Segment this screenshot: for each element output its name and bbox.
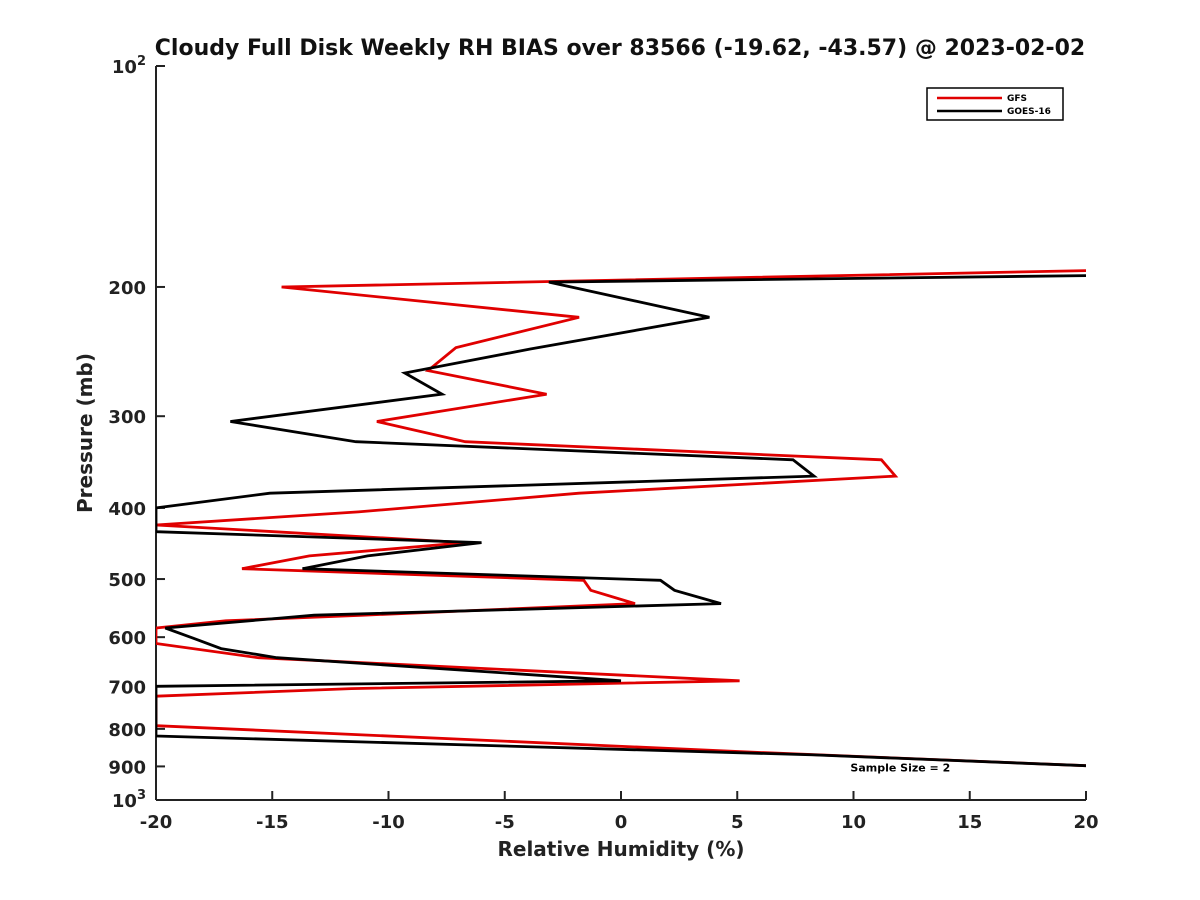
legend-box [926,87,1064,121]
legend: GFS GOES-16 [926,87,1064,121]
x-tick-label: 0 [615,812,628,833]
legend-label: GOES-16 [1007,107,1051,117]
y-tick-label: 600 [108,628,146,649]
y-tick-label: 800 [108,720,146,741]
y-tick-label: 102 [112,54,146,78]
x-tick-label: 15 [957,812,982,833]
x-axis-label: Relative Humidity (%) [497,837,744,861]
x-tick-label: 10 [841,812,866,833]
sample-size-annotation: Sample Size = 2 [850,761,950,774]
series-line-goes-16 [156,274,1086,768]
y-axis-label: Pressure (mb) [73,353,97,513]
x-tick-label: 5 [731,812,744,833]
series-line-gfs [156,269,1086,768]
x-tick-label: -5 [495,812,515,833]
y-tick-label: 400 [108,499,146,520]
x-tick-label: -10 [372,812,405,833]
chart-title: Cloudy Full Disk Weekly RH BIAS over 835… [155,36,1085,61]
y-tick-label: 103 [112,788,146,812]
y-tick-label: 700 [108,677,146,698]
x-tick-label: 20 [1073,812,1098,833]
legend-label: GFS [1007,94,1027,104]
y-tick-label: 300 [108,407,146,428]
x-axis-ticks: -20 -15 -10 -5 0 5 10 15 20 [140,791,1099,833]
y-tick-label: 900 [108,757,146,778]
series-layer [156,269,1086,768]
y-axis-ticks: 102 200 300 400 500 600 700 800 900 103 [108,54,165,812]
y-tick-label: 200 [108,278,146,299]
y-tick-label: 500 [108,570,146,591]
x-tick-label: -15 [256,812,289,833]
x-tick-label: -20 [140,812,173,833]
